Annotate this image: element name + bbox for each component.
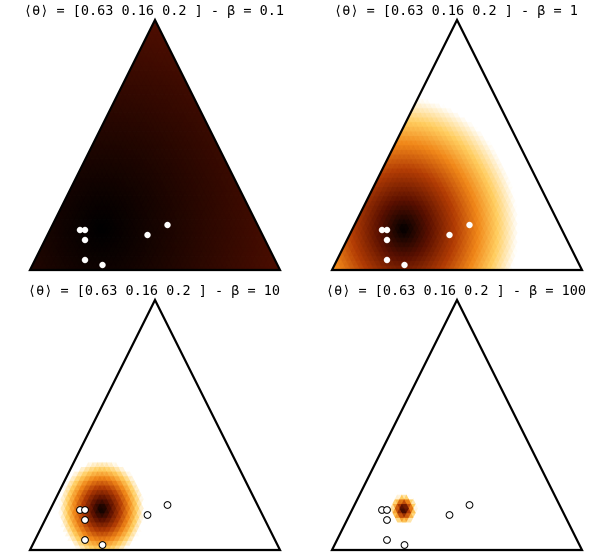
panel-beta-1: ⟨θ⟩ = [0.63 0.16 0.2 ] - β = 1 xyxy=(306,0,606,280)
panel-beta-0-1: ⟨θ⟩ = [0.63 0.16 0.2 ] - β = 0.1 xyxy=(4,0,304,280)
panel-title: ⟨θ⟩ = [0.63 0.16 0.2 ] - β = 0.1 xyxy=(23,3,285,19)
ternary-plot xyxy=(28,17,282,272)
observation-point xyxy=(99,261,106,269)
simplex-outline xyxy=(28,17,282,272)
observation-point xyxy=(144,231,151,239)
observation-point xyxy=(81,236,89,244)
density-cells xyxy=(331,19,583,271)
observation-point xyxy=(81,256,89,264)
observation-point xyxy=(164,221,171,229)
density-cells xyxy=(29,19,281,271)
panel-title: ⟨θ⟩ = [0.63 0.16 0.2 ] - β = 1 xyxy=(334,3,578,19)
observation-point xyxy=(81,226,89,234)
ternary-plot xyxy=(330,17,584,272)
